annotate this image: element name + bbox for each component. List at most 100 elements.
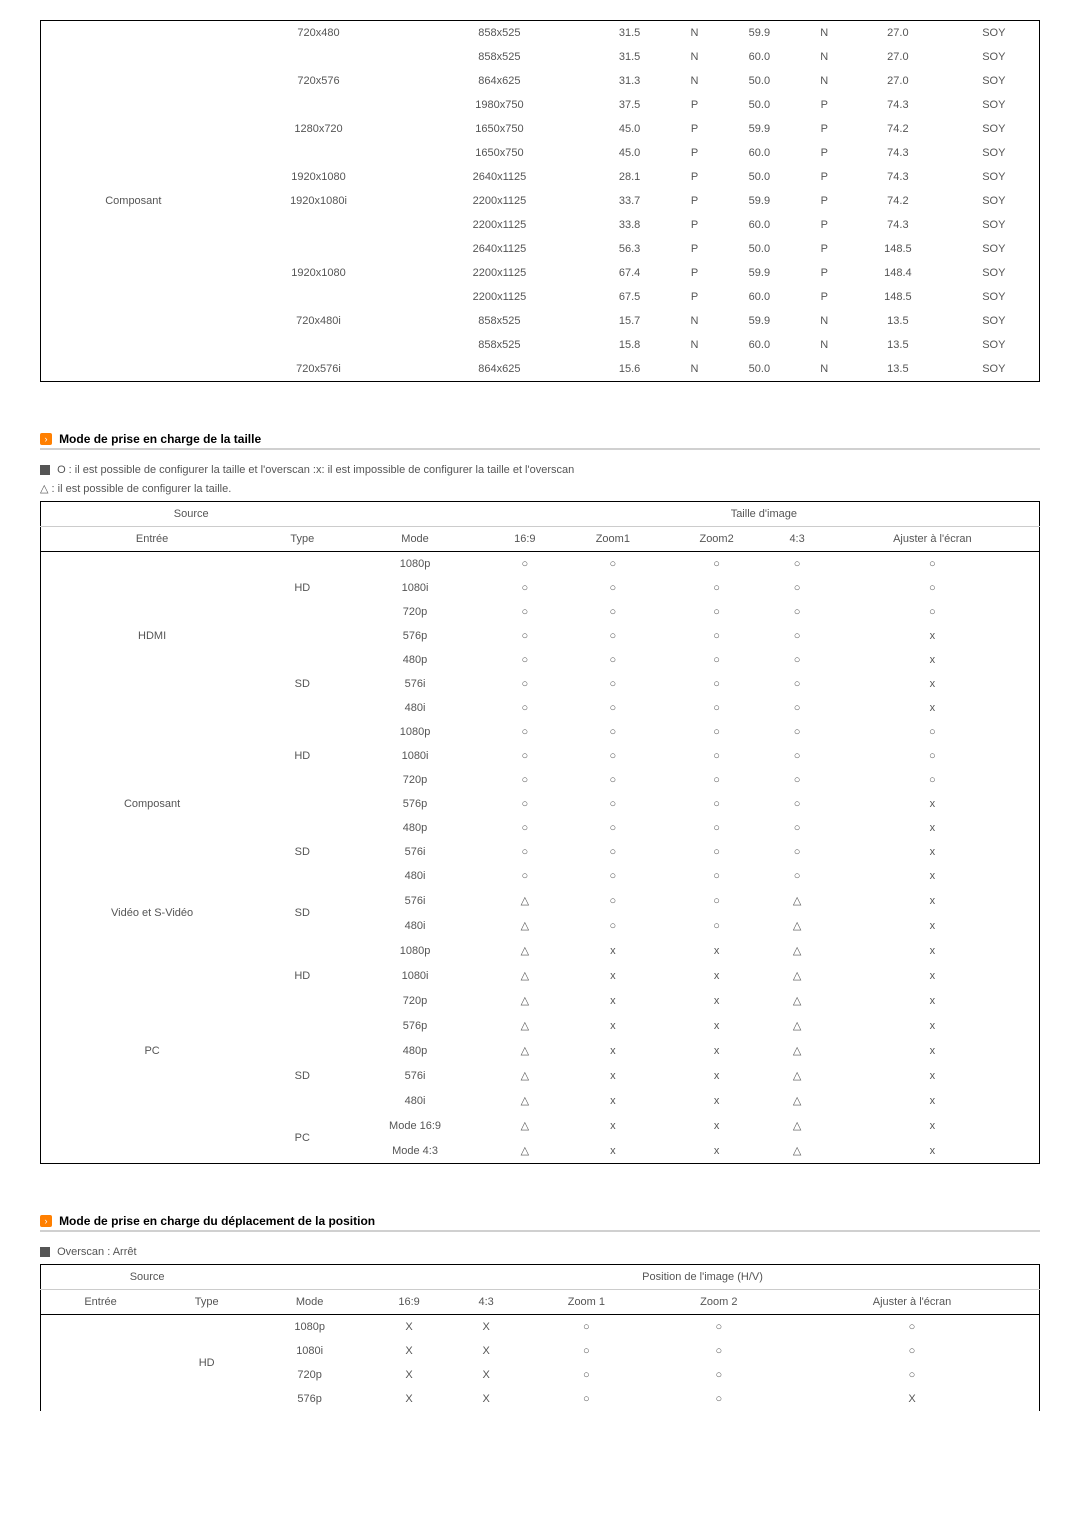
cell: SOY [949,45,1040,69]
cell: ○ [561,720,665,744]
cell: 480i [341,1088,488,1113]
cell: X [452,1387,520,1411]
cell: △ [768,913,825,938]
cell: Zoom 1 [520,1290,652,1315]
cell: 74.3 [847,165,949,189]
cell: 15.6 [588,357,672,382]
cell: 60.0 [717,285,801,309]
cell: 1080i [341,744,488,768]
cell: x [561,1063,665,1088]
cell: x [665,1088,769,1113]
mode-row: ComposantHD1080p○○○○○ [41,720,1040,744]
cell: X [785,1387,1040,1411]
cell [226,285,412,309]
cell: ○ [653,1339,785,1363]
cell: X [452,1339,520,1363]
cell: x [826,840,1040,864]
cell: x [665,938,769,963]
cell: SOY [949,117,1040,141]
cell: ○ [826,744,1040,768]
cell: Mode [341,527,488,552]
cell: 858x525 [411,333,587,357]
type-cell: SD [263,648,341,720]
cell: 1080p [341,552,488,577]
cell: ○ [785,1363,1040,1387]
cell: N [672,21,718,46]
cell: △ [768,988,825,1013]
cell: △ [768,938,825,963]
cell: x [826,864,1040,888]
cell: P [672,117,718,141]
cell: ○ [768,864,825,888]
cell: ○ [665,888,769,913]
cell: △ [489,1038,561,1063]
cell: x [826,672,1040,696]
cell: 720p [341,600,488,624]
cell: △ [489,938,561,963]
cell: ○ [768,552,825,577]
type-cell: HD [263,938,341,1013]
cell: ○ [768,648,825,672]
cell: N [801,357,847,382]
cell: 60.0 [717,45,801,69]
mode-row: HDMIHD1080p○○○○○ [41,552,1040,577]
cell: SOY [949,213,1040,237]
cell: △ [489,988,561,1013]
cell: ○ [768,840,825,864]
cell: N [672,357,718,382]
cell: x [665,963,769,988]
cell: 720x480 [226,21,412,46]
header-row: SourceTaille d'image [41,502,1040,527]
cell: 576p [341,792,488,816]
cell: 67.5 [588,285,672,309]
cell: SOY [949,21,1040,46]
cell: 59.9 [717,117,801,141]
cell: 2200x1125 [411,189,587,213]
cell: P [672,165,718,189]
square-icon [40,1247,50,1257]
cell: 33.7 [588,189,672,213]
signal-row: Composant720x480858x52531.5N59.9N27.0SOY [41,21,1040,46]
cell: 576i [341,888,488,913]
cell: 15.8 [588,333,672,357]
cell: P [801,117,847,141]
cell: ○ [561,792,665,816]
cell: x [826,888,1040,913]
cell: ○ [489,600,561,624]
cell: 31.5 [588,45,672,69]
cell: 50.0 [717,165,801,189]
type-cell: SD [263,1038,341,1113]
note-line-1: O : il est possible de configurer la tai… [40,464,1040,476]
cell [226,213,412,237]
cell: 720x576i [226,357,412,382]
cell: 50.0 [717,93,801,117]
size-mode-table: SourceTaille d'imageEntréeTypeMode16:9Zo… [40,501,1040,1164]
cell: 59.9 [717,21,801,46]
cell: 480i [341,913,488,938]
cell: △ [768,1063,825,1088]
cell: x [561,1138,665,1164]
cell: 67.4 [588,261,672,285]
cell: P [672,189,718,213]
cell: 60.0 [717,333,801,357]
cell: P [801,285,847,309]
cell: x [665,1063,769,1088]
cell: SOY [949,189,1040,213]
cell: x [826,1113,1040,1138]
cell: 74.2 [847,117,949,141]
cell: ○ [826,720,1040,744]
cell: 74.3 [847,93,949,117]
cell: x [826,1088,1040,1113]
cell: ○ [665,768,769,792]
cell: 1080p [341,720,488,744]
cell: ○ [768,576,825,600]
cell: x [561,988,665,1013]
cell: x [826,988,1040,1013]
cell: ○ [561,864,665,888]
cell: ○ [489,672,561,696]
entree-cell: HDMI [41,552,264,721]
cell: ○ [489,744,561,768]
cell: △ [768,1088,825,1113]
cell: x [826,792,1040,816]
cell: 148.5 [847,285,949,309]
